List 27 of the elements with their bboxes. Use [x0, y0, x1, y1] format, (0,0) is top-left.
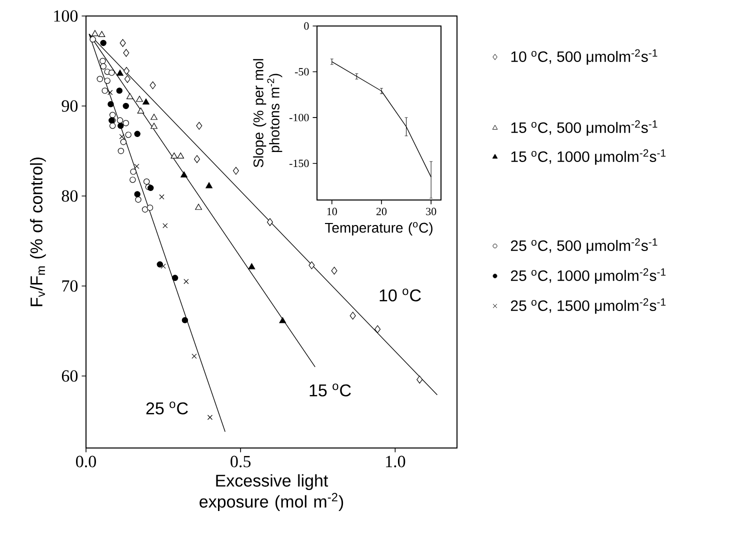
legend-label: 25 $^{o}$C, 500 μmolm$^{-2}$s$^{-1}$	[510, 238, 658, 254]
y-tick-label: -150	[289, 160, 309, 168]
y-tick-label: -100	[289, 114, 309, 122]
y-tick-label: 90	[62, 100, 78, 112]
y-tick-label: -50	[294, 68, 309, 76]
annotation: 15 $^{o}$C	[310, 384, 351, 396]
y-tick-label: 70	[62, 280, 78, 292]
annotation: 25 $^{o}$C	[146, 402, 188, 414]
legend-label: 15 $^{o}$C, 500 μmolm$^{-2}$s$^{-1}$	[511, 120, 658, 136]
x-tick-label: 20	[376, 208, 387, 216]
legend-label: 15 $^{o}$C, 1000 μmolm$^{-2}$s$^{-1}$	[511, 149, 666, 165]
y-tick-label: 100	[54, 10, 78, 22]
x-axis-title: Excessive light exposure (mol m$^{-2}$)	[200, 474, 344, 512]
legend-label: 25 $^{o}$C, 1500 μmolm$^{-2}$s$^{-1}$	[510, 298, 666, 314]
y-tick-label: 0	[304, 22, 309, 30]
legend-label: 10 $^{o}$C, 500 μmolm$^{-2}$s$^{-1}$	[511, 49, 658, 65]
y-tick-label: 60	[62, 370, 78, 382]
x-tick-label: 30	[426, 208, 436, 216]
x-tick-label: 10	[327, 208, 337, 216]
y-tick-label: 80	[62, 190, 78, 202]
x-tick-label: 0.0	[76, 456, 96, 468]
x-tick-label: 0.5	[230, 456, 251, 468]
y-axis-title: F$_{v}$/F$_{m}$ (% of control)	[30, 158, 46, 306]
legend-label: 25 $^{o}$C, 1000 μmolm$^{-2}$s$^{-1}$	[510, 268, 666, 284]
x-axis-title: Temperature ($^{o}$C)	[324, 222, 432, 236]
annotation: 10 $^{o}$C	[380, 288, 421, 302]
x-tick-label: 1.0	[386, 456, 406, 468]
